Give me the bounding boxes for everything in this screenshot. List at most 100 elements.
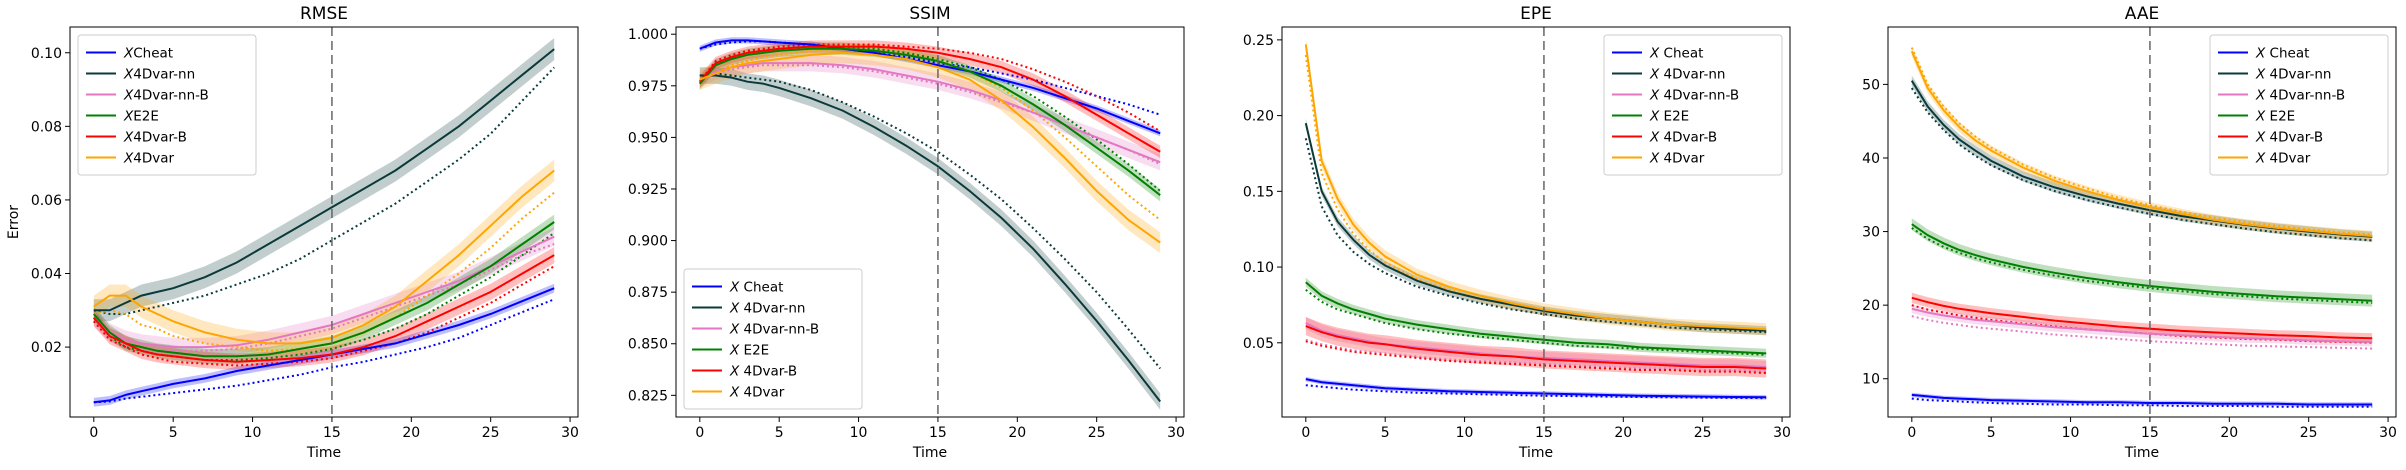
epe-x-tick-label: 25 [1694,425,1712,441]
aae-x-axis-label: Time [2124,445,2159,461]
ssim-y-tick-label: 0.875 [628,285,668,301]
rmse-line-2 [93,235,555,349]
aae-dotted-line-5 [1910,47,2373,236]
rmse-x-tick-label: 10 [244,425,262,441]
epe-x-tick-label: 0 [1301,425,1310,441]
aae-band-5 [1911,46,2373,242]
aae-dotted-line-2 [1911,315,2373,350]
ssim-x-tick-label: 30 [1167,425,1185,441]
epe-legend: X Cheat X 4Dvar-nn X 4Dvar-nn-B X E2E X 4Dva… [1603,34,1783,176]
ssim-x-tick-label: 15 [929,425,947,441]
rmse-band-0 [93,283,555,407]
aae-y-tick-label: 10 [1862,372,1880,388]
ssim-y-tick-label: 0.975 [628,79,668,95]
epe-y-tick-label: 0.20 [1243,109,1274,125]
rmse-title: RMSE [300,4,348,24]
rmse-x-tick-label: 25 [482,425,500,441]
aae-title: AAE [2125,4,2159,24]
rmse-y-tick-label: 0.10 [31,46,62,62]
epe-y-tick-label: 0.15 [1243,184,1274,200]
rmse-line-5 [93,169,555,345]
rmse-x-tick-label: 15 [323,425,341,441]
aae-line-5 [1910,50,2373,237]
epe-panel: EPE 0 5 10 15 20 25 30 0.05 0.10 0.15 0.20 0.25 Time X… [1243,4,1791,461]
rmse-line-3 [93,221,555,358]
rmse-y-tick-label: 0.02 [31,340,62,356]
rmse-band-1 [93,38,555,322]
ssim-band-2 [699,54,1161,171]
rmse-legend-label-5: X4Dvar [123,151,174,167]
aae-y-tick-label: 40 [1862,151,1880,167]
epe-legend-label-5: X 4Dvar [1649,151,1705,167]
epe-legend-label-4: X 4Dvar-B [1649,130,1717,146]
aae-dotted-line-4 [1911,304,2373,344]
rmse-line-1 [93,48,555,312]
rmse-legend-label-4: X4Dvar-B [123,130,187,146]
rmse-y-tick-label: 0.08 [31,119,62,135]
ssim-y-tick-label: 0.900 [628,234,668,250]
epe-dotted-line-0 [1305,384,1767,400]
ssim-legend-label-2: X 4Dvar-nn-B [729,322,819,338]
aae-y-tick-label: 50 [1862,77,1880,93]
epe-dotted-line-4 [1305,340,1767,375]
epe-legend-label-0: X Cheat [1649,46,1703,62]
rmse-band-5 [93,159,555,355]
aae-panel: AAE 0 5 10 15 20 25 30 10 20 30 40 50 Time X Cheat X 4D… [1862,4,2397,461]
ssim-title: SSIM [909,4,950,24]
rmse-x-tick-label: 0 [89,425,98,441]
epe-line-4 [1305,325,1767,370]
epe-axes-frame [1281,26,1791,418]
ssim-line-3 [699,47,1161,196]
aae-x-tick-label: 25 [2300,425,2318,441]
rmse-y-tick-label: 0.04 [31,267,62,283]
rmse-band-3 [93,214,555,364]
rmse-legend: XCheat X4Dvar-nn X4Dvar-nn-B XE2E X4Dvar-B X4… [77,34,257,176]
rmse-x-tick-label: 30 [561,425,579,441]
rmse-dotted-line-0 [93,298,555,404]
rmse-panel: RMSE 0 5 10 15 20 25 30 0.02 0.04 0.06 0.08 0.10 Time… [6,4,579,461]
aae-line-4 [1911,296,2373,340]
ssim-legend-label-4: X 4Dvar-B [729,364,797,380]
epe-line-0 [1305,378,1767,399]
aae-band-4 [1911,292,2373,344]
epe-legend-label-2: X 4Dvar-nn-B [1649,88,1739,104]
rmse-x-tick-label: 20 [402,425,420,441]
aae-legend-label-0: X Cheat [2255,46,2309,62]
aae-x-tick-label: 20 [2220,425,2238,441]
aae-legend-label-2: X 4Dvar-nn-B [2255,88,2345,104]
aae-y-tick-label: 20 [1862,298,1880,314]
aae-x-tick-label: 30 [2379,425,2397,441]
ssim-dotted-line-0 [699,40,1161,116]
epe-x-tick-label: 5 [1381,425,1390,441]
epe-dotted-line-2 [1305,338,1767,373]
aae-legend-label-5: X 4Dvar [2255,151,2311,167]
ssim-band-3 [699,42,1161,202]
epe-y-tick-label: 0.05 [1243,336,1274,352]
ssim-legend-label-3: X E2E [729,343,769,359]
epe-y-tick-label: 0.25 [1243,33,1274,49]
rmse-axes-frame [69,26,579,418]
ssim-dotted-line-1 [699,72,1161,370]
epe-x-tick-label: 30 [1773,425,1791,441]
epe-x-axis-label: Time [1518,445,1553,461]
aae-line-2 [1911,307,2373,343]
aae-x-tick-label: 15 [2141,425,2159,441]
aae-legend-label-4: X 4Dvar-B [2255,130,2323,146]
epe-line-5 [1304,44,1767,331]
rmse-y-axis-label: Error [6,205,22,239]
ssim-y-tick-label: 0.850 [628,337,668,353]
epe-y-tick-label: 0.10 [1243,260,1274,276]
epe-x-tick-label: 10 [1456,425,1474,441]
aae-x-tick-label: 5 [1987,425,1996,441]
epe-band-2 [1305,317,1767,374]
aae-x-tick-label: 0 [1907,425,1916,441]
epe-legend-label-1: X 4Dvar-nn [1649,67,1725,83]
aae-dotted-line-1 [1910,87,2373,242]
epe-band-3 [1305,277,1767,358]
ssim-legend-label-1: X 4Dvar-nn [729,301,805,317]
rmse-dotted-line-1 [93,66,555,315]
ssim-axes-frame [675,26,1185,418]
ssim-line-1 [699,74,1161,403]
ssim-y-tick-label: 1.000 [628,27,668,43]
